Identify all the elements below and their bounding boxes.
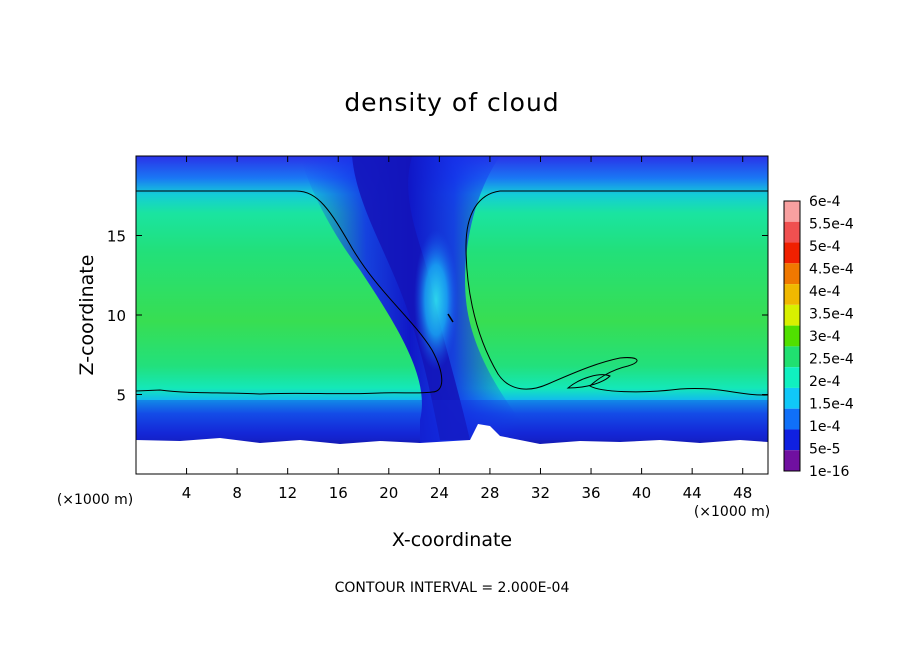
colorbar-swatch bbox=[784, 263, 800, 285]
colorbar: 6e-4 5.5e-4 5e-4 4.5e-4 4e-4 3.5e-4 3e-4 2.5e-4… bbox=[783, 194, 854, 480]
contour-field bbox=[136, 156, 768, 474]
colorbar-swatch bbox=[784, 325, 800, 347]
x-unit-label: (×1000 m) bbox=[694, 504, 770, 520]
y-unit-label: (×1000 m) bbox=[57, 492, 133, 508]
colorbar-swatch bbox=[784, 387, 800, 409]
colorbar-label: 1e-16 bbox=[809, 464, 849, 480]
y-tick-label: 10 bbox=[107, 307, 126, 325]
x-tick-label: 36 bbox=[581, 484, 600, 502]
x-tick-label: 48 bbox=[733, 484, 752, 502]
x-tick-label: 20 bbox=[379, 484, 398, 502]
contour-line-core bbox=[447, 313, 454, 323]
x-tick-label: 32 bbox=[531, 484, 550, 502]
colorbar-label: 3.5e-4 bbox=[809, 307, 854, 323]
y-tick-label: 5 bbox=[116, 387, 126, 405]
y-tick-label: 15 bbox=[107, 228, 126, 246]
colorbar-frame bbox=[783, 200, 801, 472]
x-axis: 4 8 12 16 20 24 28 32 36 40 44 48 bbox=[182, 156, 752, 502]
colorbar-swatch bbox=[784, 201, 800, 222]
low-band bbox=[136, 400, 768, 440]
colorbar-label: 5e-4 bbox=[809, 239, 841, 255]
colorbar-swatch bbox=[784, 367, 800, 388]
colorbar-label: 3e-4 bbox=[809, 329, 841, 345]
colorbar-label: 4e-4 bbox=[809, 284, 841, 300]
updraft-core bbox=[414, 230, 458, 370]
colorbar-label: 1.5e-4 bbox=[809, 397, 854, 413]
contour-line-left bbox=[136, 190, 443, 395]
colorbar-swatch bbox=[784, 284, 800, 305]
x-tick-label: 12 bbox=[278, 484, 297, 502]
contour-line-small bbox=[566, 374, 611, 389]
y-axis-label: Z-coordinate bbox=[76, 255, 98, 376]
x-tick-label: 4 bbox=[182, 484, 192, 502]
colorbar-swatch bbox=[784, 304, 800, 326]
x-tick-label: 24 bbox=[430, 484, 449, 502]
contour-line-right bbox=[465, 190, 768, 396]
colorbar-label: 1e-4 bbox=[809, 419, 841, 435]
colorbar-label: 2.5e-4 bbox=[809, 352, 854, 368]
chart-title: density of cloud bbox=[344, 88, 559, 117]
x-tick-label: 44 bbox=[683, 484, 702, 502]
colorbar-swatch bbox=[784, 450, 800, 471]
colorbar-label: 6e-4 bbox=[809, 194, 841, 210]
x-tick-label: 16 bbox=[329, 484, 348, 502]
colorbar-swatch bbox=[784, 429, 800, 451]
x-tick-label: 28 bbox=[480, 484, 499, 502]
x-axis-label: X-coordinate bbox=[392, 529, 512, 551]
colorbar-swatch bbox=[784, 242, 800, 264]
colorbar-label: 2e-4 bbox=[809, 374, 841, 390]
x-tick-label: 40 bbox=[632, 484, 651, 502]
colorbar-swatch bbox=[784, 346, 800, 368]
colorbar-swatch bbox=[784, 221, 800, 243]
colorbar-label: 5e-5 bbox=[809, 442, 840, 458]
surface-blank bbox=[136, 424, 768, 474]
y-axis: 5 10 15 bbox=[107, 228, 768, 405]
colorbar-label: 4.5e-4 bbox=[809, 262, 854, 278]
contour-interval-footer: CONTOUR INTERVAL = 2.000E-04 bbox=[335, 580, 570, 596]
colorbar-swatch bbox=[784, 408, 800, 430]
x-tick-label: 8 bbox=[232, 484, 242, 502]
colorbar-label: 5.5e-4 bbox=[809, 217, 854, 233]
